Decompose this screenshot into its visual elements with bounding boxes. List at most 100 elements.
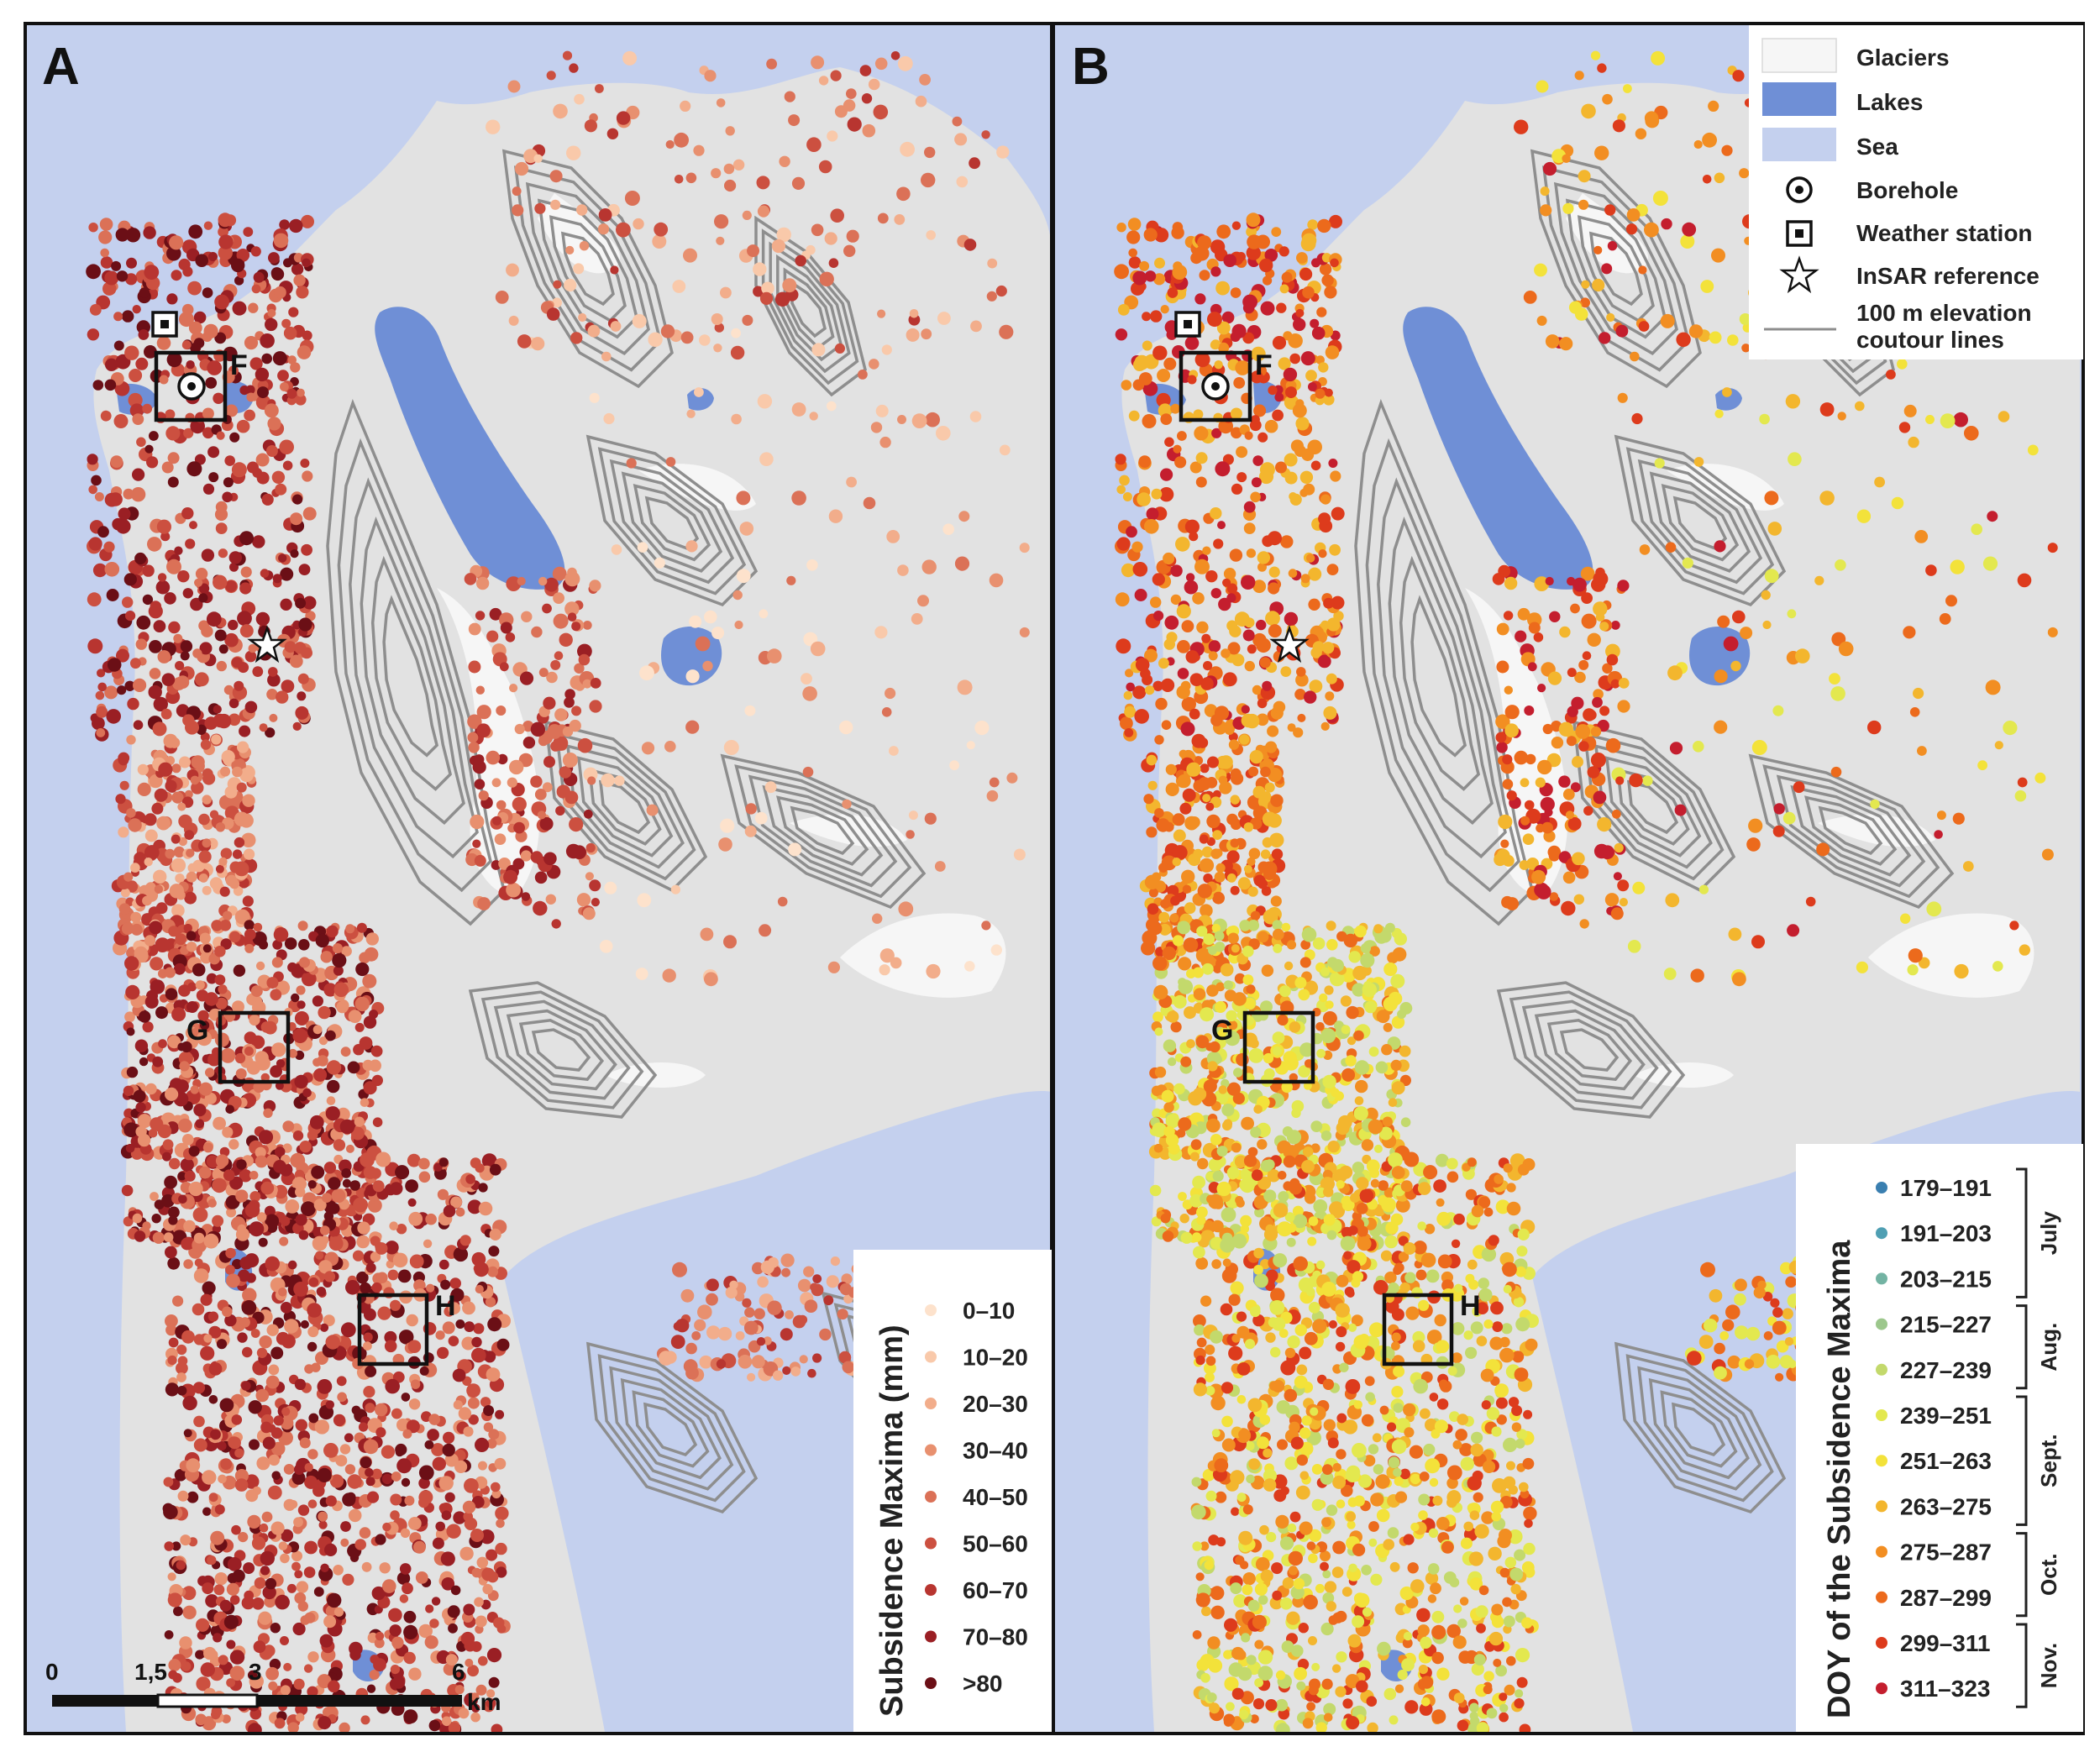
glacier-area [638,464,756,511]
doy-point [1506,1461,1515,1471]
subsidence-point [219,1398,234,1413]
subsidence-point [868,78,880,91]
doy-point [1257,861,1270,873]
subsidence-point [685,1366,699,1380]
doy-point [1156,818,1170,832]
subsidence-point [284,1319,299,1334]
subsidence-point [130,923,143,936]
subsidence-point [295,394,307,406]
subsidence-point [167,1572,176,1582]
subsidence-point [198,813,210,826]
subsidence-point [438,1157,449,1167]
subsidence-point [468,742,480,753]
contour-line [531,1028,591,1072]
subsidence-point [180,1534,192,1546]
subsidence-point [141,913,151,923]
subsidence-point [267,417,281,431]
subsidence-point [879,964,890,976]
subsidence-point [662,968,676,983]
subsidence-point [300,459,310,468]
doy-point [1163,1039,1177,1052]
doy-point [1397,1010,1407,1019]
doy-point [1250,1714,1259,1723]
subsidence-point [211,1709,221,1720]
doy-point [1465,1188,1477,1200]
subsidence-point [255,367,270,382]
subsidence-point [153,696,168,712]
doy-point [1170,564,1183,577]
subsidence-point [259,1523,269,1533]
subsidence-point [92,716,105,731]
subsidence-point [232,1000,244,1014]
subsidence-point [278,553,287,563]
doy-point [1281,271,1293,283]
subsidence-point [725,1286,738,1299]
doy-point [1325,1000,1334,1010]
subsidence-point [213,574,228,590]
subsidence-point [96,706,108,718]
subsidence-point [163,1504,178,1520]
subsidence-point [293,642,307,654]
lake-area [375,307,565,590]
doy-point [1242,946,1254,957]
subsidence-point [270,1065,282,1078]
subsidence-point [298,1230,309,1241]
doy-point [1177,921,1191,935]
subsidence-point [215,1154,229,1167]
subsidence-point [514,161,529,176]
doy-point [1189,1193,1203,1208]
doy-point [1230,795,1240,805]
doy-point [1193,1314,1206,1328]
subsidence-point [130,911,142,923]
doy-point [1272,920,1283,931]
subsidence-point [827,401,837,412]
subsidence-point [360,1152,375,1167]
subsidence-point [255,961,265,971]
subsidence-point [202,287,213,298]
subsidence-point [280,1553,290,1564]
subsidence-point [194,672,209,687]
subsidence-point [312,1484,325,1498]
doy-point [1202,546,1211,555]
subsidence-point [236,782,247,793]
subsidence-point [881,707,892,717]
subsidence-point [210,1530,225,1545]
subsidence-point [134,946,148,961]
subsidence-point [589,700,602,713]
subsidence-point [331,1188,346,1204]
subsidence-point [323,1443,339,1458]
subsidence-point [341,946,352,957]
subsidence-point [475,1615,487,1628]
doy-point [1390,973,1405,989]
doy-point [1190,1151,1200,1162]
subsidence-point [412,1540,426,1554]
doy-point [1392,947,1407,962]
subsidence-point [496,1338,510,1351]
doy-point [1257,551,1271,564]
doy-point [1298,989,1310,1001]
doy-point [1172,265,1188,280]
subsidence-point [218,548,228,559]
subsidence-point [244,650,257,663]
subsidence-point [454,1460,468,1473]
doy-point [1268,566,1280,578]
subsidence-point [881,344,892,355]
doy-point [1361,965,1372,976]
subsidence-point [706,1278,719,1292]
subsidence-point [171,1541,181,1551]
subsidence-point [248,1723,262,1734]
subsidence-point [403,1624,418,1639]
subsidence-point [694,387,704,397]
doy-point [1261,964,1274,977]
subsidence-point [253,1081,265,1094]
subsidence-point [466,1383,480,1398]
doy-point [1226,593,1236,603]
doy-point [1412,1330,1425,1344]
doy-point [1226,813,1238,826]
subsidence-point [298,939,310,951]
subsidence-point [126,1066,139,1078]
subsidence-point [753,286,764,297]
subsidence-point [595,84,604,93]
subsidence-point [806,559,818,571]
subsidence-point [839,720,853,735]
